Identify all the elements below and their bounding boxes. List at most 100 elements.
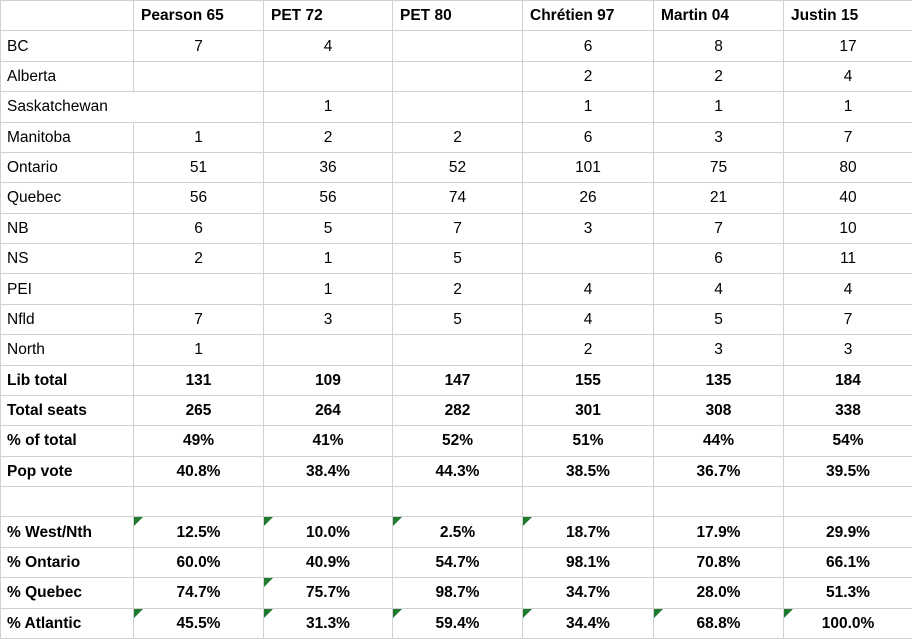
cell[interactable]: 1 <box>264 244 393 275</box>
cell[interactable]: 40 <box>784 183 912 214</box>
cell[interactable]: 75 <box>654 152 784 184</box>
cell[interactable] <box>134 487 264 518</box>
corner-cell[interactable] <box>1 1 134 32</box>
row-label[interactable]: NB <box>1 213 134 244</box>
cell[interactable]: 1 <box>264 92 393 123</box>
cell[interactable]: 301 <box>523 395 654 427</box>
row-label[interactable]: BC <box>1 31 134 62</box>
cell[interactable]: 6 <box>523 122 654 153</box>
cell[interactable]: 54% <box>784 426 912 457</box>
cell[interactable] <box>654 487 784 518</box>
cell[interactable]: 52% <box>393 426 523 457</box>
cell[interactable]: 5 <box>393 244 523 275</box>
cell[interactable] <box>134 274 264 305</box>
cell[interactable]: 4 <box>523 274 654 305</box>
cell[interactable]: 34.7% <box>523 578 654 609</box>
cell[interactable] <box>393 92 523 123</box>
cell[interactable]: 2 <box>654 61 784 93</box>
cell[interactable] <box>393 31 523 62</box>
cell[interactable]: 44.3% <box>393 456 523 487</box>
cell[interactable] <box>393 61 523 93</box>
cell[interactable]: 109 <box>264 365 393 396</box>
cell[interactable]: 338 <box>784 396 912 427</box>
cell[interactable] <box>134 92 264 123</box>
cell[interactable]: 2 <box>523 61 654 93</box>
cell[interactable]: 4 <box>784 274 912 305</box>
cell[interactable]: 2 <box>393 122 523 153</box>
cell[interactable]: 36.7% <box>654 456 784 487</box>
column-header[interactable]: PET 80 <box>393 1 523 32</box>
row-label[interactable]: % West/Nth <box>1 517 134 548</box>
cell[interactable] <box>134 61 264 93</box>
cell[interactable]: 17.9% <box>654 517 784 548</box>
cell[interactable]: 21 <box>654 183 784 214</box>
cell[interactable]: 3 <box>654 122 784 153</box>
cell[interactable]: 40.9% <box>264 547 393 579</box>
cell[interactable]: 12.5% <box>134 517 264 548</box>
row-label[interactable]: Quebec <box>1 183 134 214</box>
cell[interactable]: 264 <box>264 395 393 427</box>
cell[interactable]: 36 <box>264 152 393 184</box>
column-header[interactable]: Justin 15 <box>784 1 912 32</box>
cell[interactable]: 6 <box>654 244 784 275</box>
cell[interactable]: 4 <box>654 274 784 305</box>
cell[interactable]: 7 <box>134 31 264 62</box>
row-label[interactable]: Nfld <box>1 304 134 336</box>
cell[interactable]: 52 <box>393 152 523 184</box>
row-label[interactable]: % Atlantic <box>1 608 134 639</box>
cell[interactable]: 38.5% <box>523 456 654 487</box>
row-label[interactable]: Saskatchewan <box>1 92 134 123</box>
cell[interactable]: 44% <box>654 426 784 457</box>
cell[interactable]: 155 <box>523 365 654 396</box>
cell[interactable] <box>393 335 523 366</box>
cell[interactable]: 41% <box>264 426 393 457</box>
cell[interactable]: 8 <box>654 31 784 62</box>
cell[interactable]: 3 <box>523 213 654 244</box>
cell[interactable]: 59.4% <box>393 608 523 639</box>
cell[interactable]: 28.0% <box>654 578 784 609</box>
cell[interactable]: 3 <box>784 335 912 366</box>
cell[interactable]: 38.4% <box>264 456 393 487</box>
cell[interactable]: 45.5% <box>134 608 264 639</box>
cell[interactable]: 74.7% <box>134 578 264 609</box>
cell[interactable]: 5 <box>654 304 784 336</box>
cell[interactable]: 6 <box>523 31 654 62</box>
cell[interactable]: 60.0% <box>134 547 264 579</box>
cell[interactable]: 5 <box>264 213 393 244</box>
row-label[interactable]: Lib total <box>1 365 134 396</box>
row-label[interactable]: % Quebec <box>1 578 134 609</box>
cell[interactable]: 135 <box>654 365 784 396</box>
cell[interactable]: 4 <box>264 31 393 62</box>
cell[interactable]: 11 <box>784 244 912 275</box>
cell[interactable]: 51% <box>523 426 654 457</box>
cell[interactable]: 54.7% <box>393 547 523 579</box>
cell[interactable]: 51.3% <box>784 578 912 609</box>
cell[interactable]: 80 <box>784 153 912 184</box>
cell[interactable]: 56 <box>264 183 393 214</box>
cell[interactable] <box>523 244 654 275</box>
cell[interactable]: 147 <box>393 365 523 396</box>
cell[interactable]: 7 <box>784 123 912 153</box>
row-label[interactable] <box>1 487 134 518</box>
cell[interactable]: 101 <box>523 152 654 184</box>
cell[interactable]: 98.1% <box>523 547 654 579</box>
cell[interactable]: 282 <box>393 395 523 427</box>
cell[interactable]: 2 <box>264 122 393 153</box>
row-label[interactable]: Manitoba <box>1 122 134 153</box>
cell[interactable]: 26 <box>523 183 654 214</box>
cell[interactable]: 34.4% <box>523 608 654 639</box>
cell[interactable]: 31.3% <box>264 608 393 639</box>
column-header[interactable]: Chrétien 97 <box>523 1 654 32</box>
column-header[interactable]: Pearson 65 <box>134 1 264 32</box>
cell[interactable] <box>264 487 393 518</box>
cell[interactable]: 17 <box>784 31 912 62</box>
cell[interactable]: 39.5% <box>784 457 912 487</box>
cell[interactable]: 1 <box>264 274 393 305</box>
row-label[interactable]: Total seats <box>1 395 134 427</box>
row-label[interactable]: % of total <box>1 426 134 457</box>
cell[interactable]: 29.9% <box>784 517 912 548</box>
column-header[interactable]: Martin 04 <box>654 1 784 32</box>
cell[interactable]: 75.7% <box>264 578 393 609</box>
cell[interactable]: 3 <box>264 304 393 336</box>
cell[interactable]: 7 <box>654 213 784 244</box>
